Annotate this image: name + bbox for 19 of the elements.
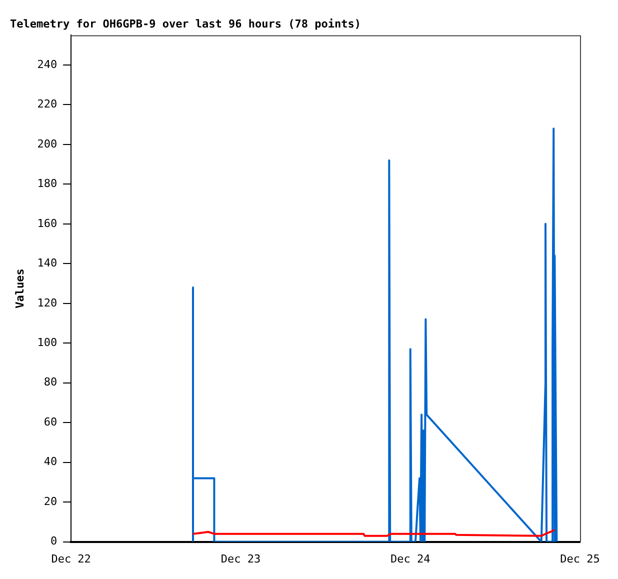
y-axis-title: Values [13, 268, 26, 308]
y-tick-label: 240 [37, 58, 58, 71]
y-tick-label: 60 [44, 415, 58, 428]
y-tick-label: 0 [50, 534, 58, 548]
y-tick-label: 80 [44, 376, 58, 389]
y-tick-label: 160 [37, 216, 58, 230]
chart-title: Telemetry for OH6GPB-9 over last 96 hours (78 points) [10, 17, 361, 30]
x-tick-label: Dec 25 [560, 552, 600, 566]
x-tick-label: Dec 22 [51, 552, 91, 566]
x-tick-label: Dec 24 [390, 552, 431, 566]
y-tick-label: 40 [44, 455, 58, 468]
y-tick-label: 180 [37, 177, 58, 190]
y-tick-label: 140 [37, 256, 58, 270]
y-tick-label: 100 [37, 336, 58, 349]
y-tick-label: 200 [37, 137, 58, 150]
x-tick-label: Dec 23 [220, 552, 261, 566]
y-tick-label: 220 [37, 98, 58, 111]
y-tick-label: 20 [44, 494, 58, 508]
y-tick-label: 120 [37, 296, 58, 310]
